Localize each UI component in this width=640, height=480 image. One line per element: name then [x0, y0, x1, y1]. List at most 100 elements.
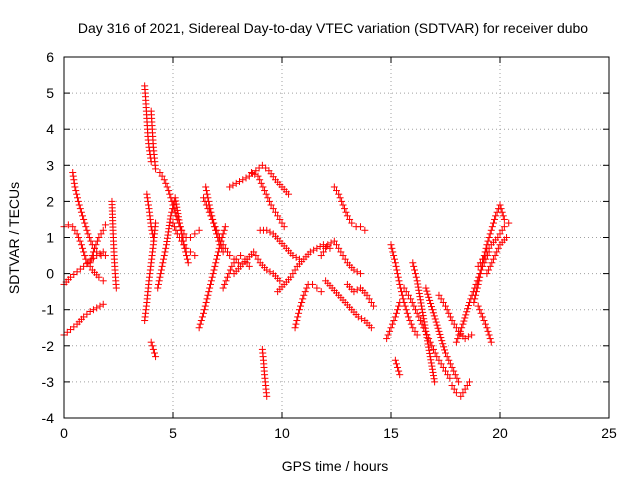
- data-point: [363, 291, 371, 299]
- data-point: [426, 349, 434, 357]
- data-point: [322, 244, 330, 252]
- data-point: [387, 324, 395, 332]
- data-point: [484, 327, 492, 335]
- data-point: [89, 306, 97, 314]
- data-point: [445, 309, 453, 317]
- data-point: [313, 284, 321, 292]
- data-point: [96, 302, 104, 310]
- data-point: [195, 324, 203, 332]
- data-point: [149, 345, 157, 353]
- data-point: [205, 288, 213, 296]
- data-point: [441, 346, 449, 354]
- data-point: [82, 223, 90, 231]
- data-point: [160, 252, 168, 260]
- data-point: [419, 308, 427, 316]
- y-tick-label: 0: [46, 266, 54, 282]
- data-point: [210, 219, 218, 227]
- data-point: [297, 302, 305, 310]
- data-point: [442, 367, 449, 375]
- data-point: [71, 183, 79, 191]
- data-point: [184, 259, 192, 267]
- data-point: [390, 255, 398, 263]
- data-point: [226, 252, 234, 260]
- data-point: [491, 252, 499, 260]
- y-tick-label: 3: [46, 157, 54, 173]
- data-point: [432, 318, 440, 326]
- data-point: [166, 190, 174, 198]
- data-point: [191, 252, 199, 260]
- data-point: [152, 353, 160, 361]
- data-point: [148, 226, 156, 234]
- data-point: [459, 389, 467, 397]
- data-point: [408, 298, 416, 306]
- data-point: [343, 212, 351, 220]
- data-point: [79, 244, 87, 252]
- data-point: [203, 190, 211, 198]
- data-point: [388, 320, 396, 328]
- data-point: [489, 255, 497, 263]
- data-point: [266, 228, 274, 236]
- data-point: [468, 331, 476, 339]
- data-point: [479, 313, 487, 321]
- data-point: [409, 259, 417, 267]
- data-point: [494, 244, 502, 252]
- data-point: [425, 346, 433, 354]
- data-point: [423, 287, 431, 295]
- data-point: [415, 313, 423, 321]
- data-point: [144, 197, 152, 205]
- data-point: [442, 302, 449, 310]
- data-point: [213, 230, 221, 238]
- data-point: [477, 309, 485, 317]
- data-point: [370, 302, 378, 310]
- data-point: [413, 331, 421, 339]
- data-point: [388, 244, 396, 252]
- data-point: [470, 298, 478, 306]
- data-point: [390, 317, 398, 325]
- data-point: [428, 362, 436, 370]
- data-point: [453, 374, 461, 382]
- data-point: [367, 298, 375, 306]
- data-point: [218, 244, 226, 252]
- y-axis-ticks: -4 -3 -2 -1 0 1 2 3 4 5 6: [42, 49, 609, 426]
- data-point: [335, 244, 343, 252]
- data-point: [158, 172, 166, 180]
- data-point: [303, 284, 311, 292]
- data-point: [394, 270, 402, 278]
- data-point: [450, 320, 458, 328]
- data-point: [431, 315, 439, 323]
- data-point: [157, 266, 165, 274]
- data-point: [80, 248, 88, 256]
- data-point: [391, 313, 399, 321]
- data-point: [428, 365, 436, 373]
- data-point: [169, 201, 177, 209]
- data-point: [210, 223, 218, 231]
- data-point: [473, 284, 481, 292]
- data-point: [266, 268, 274, 276]
- data-point: [484, 237, 492, 245]
- data-point: [152, 165, 160, 173]
- data-point: [112, 284, 120, 292]
- data-point: [71, 226, 79, 234]
- data-point: [461, 385, 469, 393]
- data-point: [411, 327, 419, 335]
- data-point: [465, 302, 473, 310]
- data-point: [415, 289, 423, 297]
- data-point: [74, 197, 82, 205]
- data-point: [340, 205, 348, 213]
- data-point: [503, 234, 511, 241]
- data-point: [422, 284, 430, 292]
- data-point: [262, 190, 270, 198]
- data-point: [448, 363, 456, 371]
- data-point: [69, 172, 77, 180]
- data-point: [435, 327, 443, 335]
- data-point: [324, 241, 332, 249]
- data-point: [99, 226, 107, 234]
- data-point: [254, 255, 262, 263]
- data-point: [487, 338, 495, 346]
- data-point: [200, 309, 208, 317]
- data-point: [446, 313, 454, 321]
- data-point: [172, 226, 180, 234]
- data-point: [208, 273, 216, 281]
- data-point: [250, 248, 258, 256]
